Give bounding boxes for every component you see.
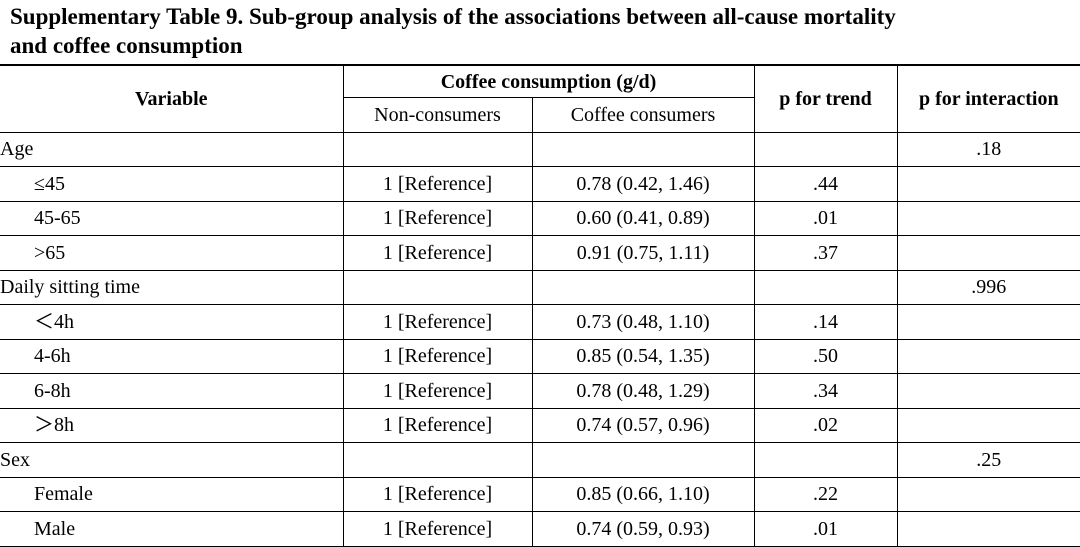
row-non-consumers: 1 [Reference]	[342, 511, 533, 547]
header-p-for-interaction: p for interaction	[896, 64, 1080, 133]
row-p-interaction	[896, 200, 1080, 236]
table-row: 45-65 1 [Reference] 0.60 (0.41, 0.89) .0…	[0, 200, 1080, 236]
row-p-interaction	[896, 304, 1080, 340]
header-row-2: Non-consumers Coffee consumers	[0, 97, 1080, 133]
row-p-trend: .01	[753, 200, 898, 236]
row-non-consumers: 1 [Reference]	[342, 200, 533, 236]
row-p-trend: .14	[753, 304, 898, 340]
table-row: ≤45 1 [Reference] 0.78 (0.42, 1.46) .44	[0, 166, 1080, 202]
row-coffee-consumers	[531, 131, 755, 167]
row-non-consumers: 1 [Reference]	[342, 407, 533, 443]
title-line-2: and coffee consumption	[10, 33, 243, 58]
header-non-consumers: Non-consumers	[342, 97, 533, 133]
row-variable: 45-65	[0, 200, 344, 236]
row-non-consumers: 1 [Reference]	[342, 166, 533, 202]
row-p-trend	[753, 442, 898, 478]
row-p-interaction	[896, 166, 1080, 202]
table-row: Sex .25	[0, 442, 1080, 478]
row-non-consumers: 1 [Reference]	[342, 373, 533, 409]
row-p-trend	[753, 131, 898, 167]
table-row: 6-8h 1 [Reference] 0.78 (0.48, 1.29) .34	[0, 373, 1080, 409]
header-p-for-trend: p for trend	[753, 64, 898, 133]
row-p-trend: .22	[753, 476, 898, 512]
row-variable: 4-6h	[0, 338, 344, 374]
table-row: Female 1 [Reference] 0.85 (0.66, 1.10) .…	[0, 476, 1080, 512]
row-non-consumers	[342, 131, 533, 167]
row-non-consumers	[342, 269, 533, 305]
row-coffee-consumers: 0.78 (0.48, 1.29)	[531, 373, 755, 409]
row-non-consumers: 1 [Reference]	[342, 235, 533, 271]
row-coffee-consumers: 0.74 (0.57, 0.96)	[531, 407, 755, 443]
row-p-interaction: .996	[896, 269, 1080, 305]
row-variable: ＜4h	[0, 304, 344, 340]
row-p-interaction: .18	[896, 131, 1080, 167]
row-p-interaction	[896, 373, 1080, 409]
row-non-consumers	[342, 442, 533, 478]
row-p-trend: .37	[753, 235, 898, 271]
row-coffee-consumers	[531, 269, 755, 305]
row-non-consumers: 1 [Reference]	[342, 476, 533, 512]
row-p-interaction	[896, 338, 1080, 374]
row-variable: ＞8h	[0, 407, 344, 443]
row-coffee-consumers	[531, 442, 755, 478]
row-variable: 6-8h	[0, 373, 344, 409]
header-coffee-consumers: Coffee consumers	[531, 97, 755, 133]
row-coffee-consumers: 0.85 (0.54, 1.35)	[531, 338, 755, 374]
row-variable: Daily sitting time	[0, 269, 344, 305]
row-p-interaction: .25	[896, 442, 1080, 478]
header-variable: Variable	[0, 64, 344, 133]
row-p-interaction	[896, 476, 1080, 512]
row-p-interaction	[896, 407, 1080, 443]
row-coffee-consumers: 0.78 (0.42, 1.46)	[531, 166, 755, 202]
header-coffee-consumption: Coffee consumption (g/d)	[342, 64, 755, 98]
row-p-trend: .01	[753, 511, 898, 547]
row-variable: Age	[0, 131, 344, 167]
row-p-interaction	[896, 511, 1080, 547]
table-row: 4-6h 1 [Reference] 0.85 (0.54, 1.35) .50	[0, 338, 1080, 374]
row-p-trend: .50	[753, 338, 898, 374]
row-coffee-consumers: 0.91 (0.75, 1.11)	[531, 235, 755, 271]
table-title: Supplementary Table 9. Sub-group analysi…	[10, 2, 1075, 60]
row-variable: Male	[0, 511, 344, 547]
row-p-trend: .02	[753, 407, 898, 443]
table-row: Male 1 [Reference] 0.74 (0.59, 0.93) .01	[0, 511, 1080, 547]
row-coffee-consumers: 0.60 (0.41, 0.89)	[531, 200, 755, 236]
header-row-1: Variable Coffee consumption (g/d) p for …	[0, 64, 1080, 133]
row-p-trend: .44	[753, 166, 898, 202]
table-row: Age .18	[0, 131, 1080, 167]
row-variable: >65	[0, 235, 344, 271]
subgroup-table: Variable Coffee consumption (g/d) p for …	[0, 64, 1080, 547]
row-p-interaction	[896, 235, 1080, 271]
row-variable: Sex	[0, 442, 344, 478]
table-row: ＜4h 1 [Reference] 0.73 (0.48, 1.10) .14	[0, 304, 1080, 340]
table-row: >65 1 [Reference] 0.91 (0.75, 1.11) .37	[0, 235, 1080, 271]
row-variable: ≤45	[0, 166, 344, 202]
row-p-trend	[753, 269, 898, 305]
row-variable: Female	[0, 476, 344, 512]
row-coffee-consumers: 0.85 (0.66, 1.10)	[531, 476, 755, 512]
row-p-trend: .34	[753, 373, 898, 409]
row-coffee-consumers: 0.73 (0.48, 1.10)	[531, 304, 755, 340]
row-non-consumers: 1 [Reference]	[342, 338, 533, 374]
row-non-consumers: 1 [Reference]	[342, 304, 533, 340]
table-row: Daily sitting time .996	[0, 269, 1080, 305]
title-line-1: Supplementary Table 9. Sub-group analysi…	[10, 4, 896, 29]
table-row: ＞8h 1 [Reference] 0.74 (0.57, 0.96) .02	[0, 407, 1080, 443]
row-coffee-consumers: 0.74 (0.59, 0.93)	[531, 511, 755, 547]
